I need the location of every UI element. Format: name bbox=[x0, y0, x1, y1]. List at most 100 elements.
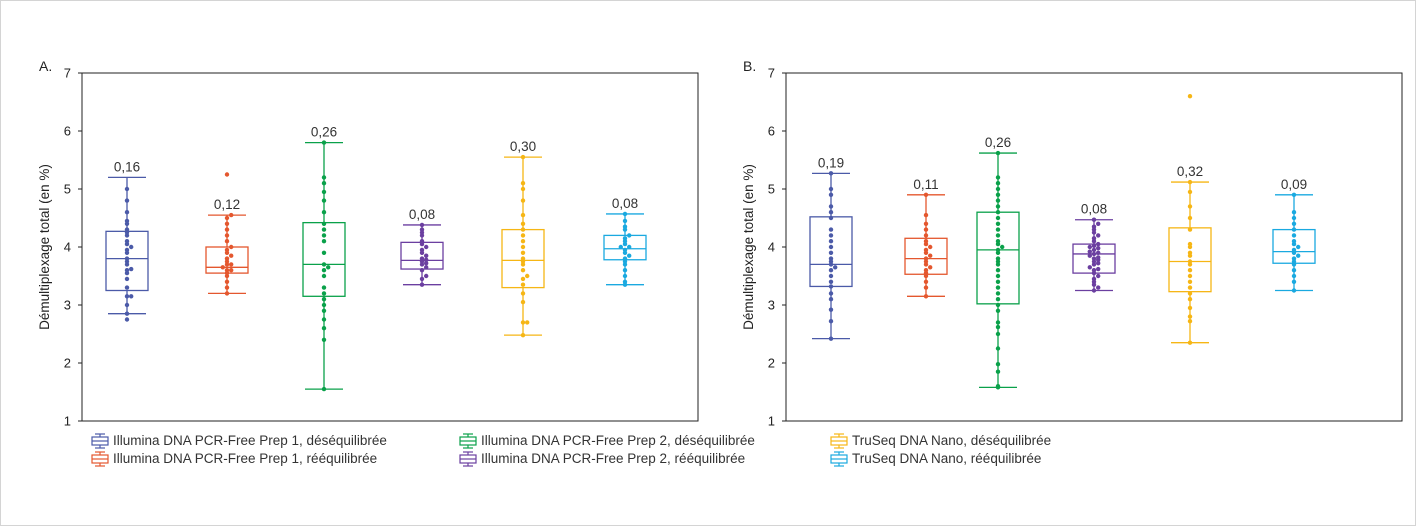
box-series-5: 0,08 bbox=[603, 196, 647, 287]
data-point bbox=[995, 204, 1001, 209]
y-tick-label: 6 bbox=[64, 124, 71, 139]
data-point bbox=[923, 212, 929, 218]
data-point bbox=[1091, 256, 1097, 261]
data-point bbox=[923, 239, 929, 244]
data-point bbox=[828, 215, 834, 221]
data-point bbox=[419, 268, 425, 273]
data-point bbox=[627, 233, 632, 238]
data-point bbox=[520, 198, 526, 203]
box-stat-label: 0,09 bbox=[1281, 177, 1307, 192]
legend-label: Illumina DNA PCR-Free Prep 2, déséquilib… bbox=[481, 433, 755, 448]
data-point bbox=[229, 262, 234, 267]
data-point bbox=[828, 210, 834, 215]
data-point bbox=[995, 256, 1001, 261]
data-point bbox=[923, 233, 929, 238]
legend-box-icon bbox=[91, 451, 109, 467]
data-point bbox=[995, 150, 1001, 156]
data-point bbox=[622, 236, 628, 241]
box-series-0: 0,16 bbox=[105, 159, 149, 322]
y-tick-label: 2 bbox=[64, 356, 71, 371]
legend-label: TruSeq DNA Nano, rééquilibrée bbox=[852, 451, 1042, 466]
data-point bbox=[520, 239, 526, 244]
data-point bbox=[828, 233, 834, 238]
data-point bbox=[1187, 241, 1193, 247]
legend-box-icon bbox=[830, 433, 848, 449]
data-point bbox=[321, 210, 327, 215]
data-point bbox=[419, 227, 425, 232]
data-point bbox=[1291, 221, 1297, 226]
data-point bbox=[1096, 273, 1101, 279]
data-point bbox=[321, 221, 327, 226]
box-stat-label: 0,12 bbox=[214, 197, 240, 212]
data-point bbox=[124, 311, 130, 316]
data-point bbox=[622, 211, 628, 217]
data-point bbox=[424, 257, 429, 262]
data-point bbox=[828, 273, 834, 279]
data-point bbox=[828, 239, 834, 244]
panel-label: B. bbox=[743, 58, 756, 74]
data-point bbox=[995, 361, 1001, 367]
data-point bbox=[424, 273, 429, 279]
data-point bbox=[224, 256, 230, 261]
data-point bbox=[1087, 249, 1093, 254]
data-point bbox=[1291, 227, 1297, 232]
chart-svg: A. 1 2 3 4 5 6 7 Démultiplexage total (en %) 0,16… bbox=[37, 58, 1403, 429]
data-point bbox=[995, 308, 1001, 313]
data-point bbox=[1087, 244, 1093, 250]
data-point bbox=[995, 346, 1001, 351]
data-point bbox=[995, 247, 1001, 253]
y-tick-label: 3 bbox=[64, 298, 71, 313]
data-point bbox=[1091, 247, 1097, 253]
box-stat-label: 0,08 bbox=[612, 196, 638, 211]
data-point bbox=[1291, 239, 1297, 244]
data-point bbox=[124, 239, 130, 244]
data-point bbox=[995, 384, 1001, 389]
data-point bbox=[828, 192, 834, 197]
data-point bbox=[828, 227, 834, 232]
data-point bbox=[1096, 241, 1101, 247]
data-point bbox=[321, 285, 327, 290]
legend-box-icon bbox=[459, 451, 477, 467]
data-point bbox=[1091, 243, 1097, 249]
data-point bbox=[995, 331, 1001, 337]
data-point bbox=[1291, 268, 1297, 273]
data-point bbox=[1187, 204, 1193, 209]
data-point bbox=[124, 218, 130, 224]
y-tick-label: 5 bbox=[64, 182, 71, 197]
y-tick-label: 7 bbox=[64, 66, 71, 81]
y-axis-label: Démultiplexage total (en %) bbox=[37, 164, 52, 330]
data-point bbox=[1187, 305, 1193, 311]
data-point bbox=[928, 253, 933, 258]
data-point bbox=[995, 221, 1001, 226]
data-point bbox=[321, 262, 327, 267]
data-point bbox=[828, 204, 834, 209]
data-point bbox=[321, 302, 327, 308]
data-point bbox=[995, 198, 1001, 203]
data-point bbox=[224, 268, 230, 273]
box-series-2: 0,26 bbox=[302, 125, 346, 392]
data-point bbox=[224, 247, 230, 253]
data-point bbox=[828, 186, 834, 192]
data-point bbox=[995, 233, 1001, 238]
data-point bbox=[995, 227, 1001, 232]
data-point bbox=[828, 319, 834, 324]
data-point bbox=[520, 212, 526, 218]
data-point bbox=[622, 224, 628, 229]
y-tick-label: 7 bbox=[768, 66, 775, 81]
data-point bbox=[828, 244, 834, 250]
data-point bbox=[124, 247, 130, 253]
data-point bbox=[622, 218, 628, 224]
data-point bbox=[1291, 233, 1297, 238]
data-point bbox=[520, 186, 526, 192]
data-point bbox=[520, 244, 526, 250]
data-point bbox=[520, 291, 526, 296]
legend-box-icon bbox=[91, 433, 109, 449]
data-point bbox=[520, 299, 526, 305]
data-point bbox=[424, 253, 429, 258]
data-point bbox=[520, 154, 526, 160]
data-point bbox=[995, 210, 1001, 215]
data-point bbox=[124, 268, 130, 273]
data-point bbox=[321, 189, 327, 195]
data-point bbox=[1187, 215, 1193, 221]
data-point bbox=[129, 244, 134, 250]
